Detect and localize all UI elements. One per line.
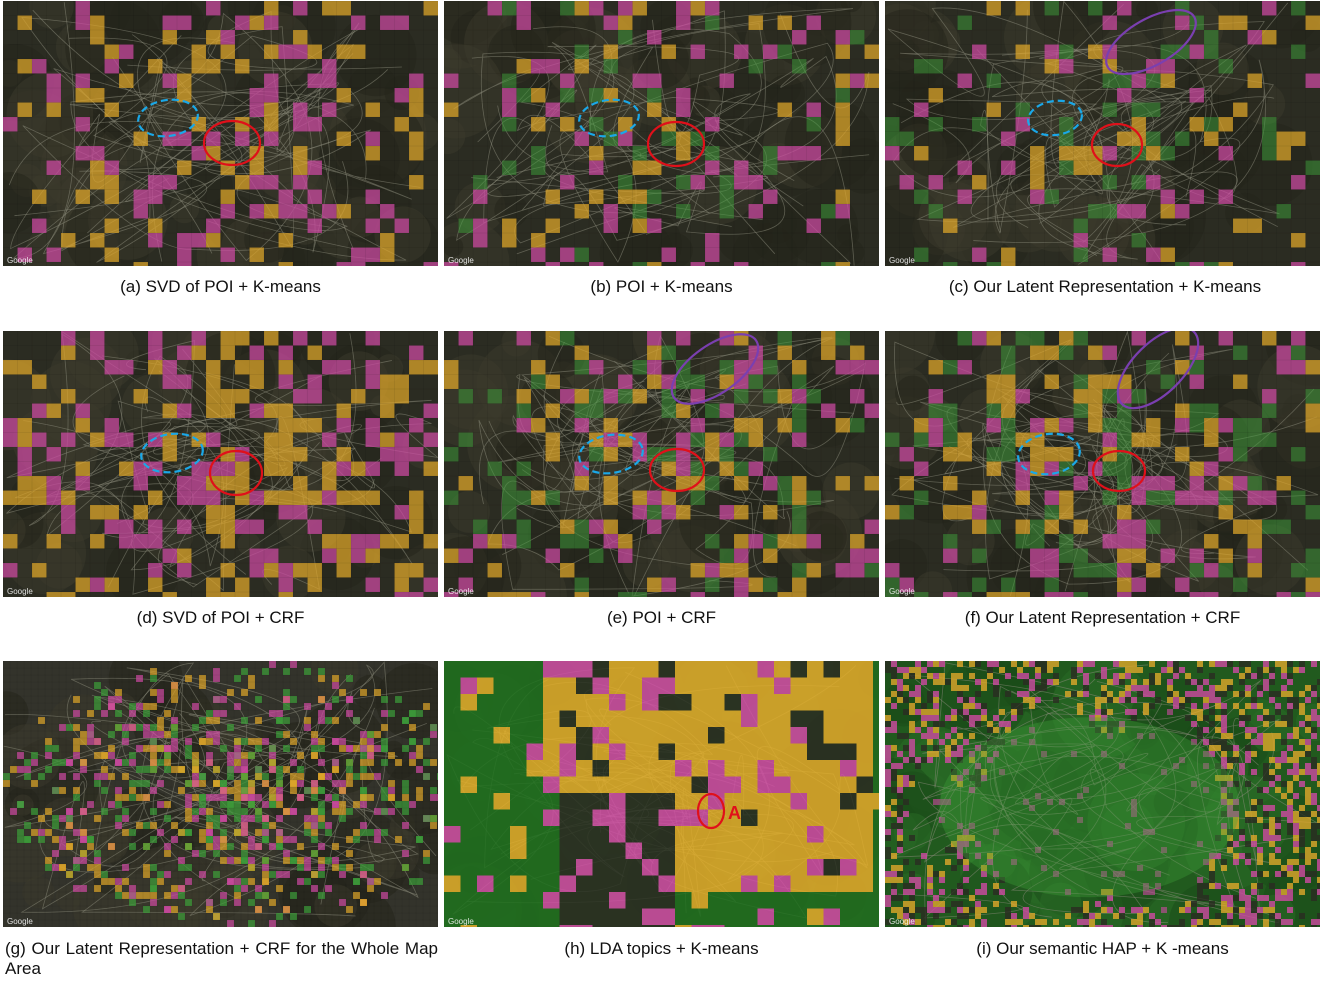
- map-panel-a: Google: [3, 1, 438, 266]
- red-circle-marker: [646, 120, 706, 168]
- google-watermark: Google: [448, 256, 474, 265]
- map-graphic: [885, 1, 1320, 266]
- google-watermark: Google: [889, 917, 915, 926]
- map-panel-g: Google: [3, 661, 438, 927]
- map-panel-c: Google: [885, 1, 1320, 266]
- purple-circle-marker: [1105, 8, 1197, 76]
- google-watermark: Google: [7, 587, 33, 596]
- map-graphic: A: [444, 661, 879, 927]
- red-circle-marker: [648, 447, 706, 493]
- red-circle-marker: [696, 792, 726, 830]
- caption-d: (d) SVD of POI + CRF: [136, 608, 305, 627]
- google-watermark: Google: [889, 256, 915, 265]
- purple-circle-marker: [670, 333, 760, 405]
- caption-b: (b) POI + K-means: [590, 277, 733, 296]
- map-graphic: [444, 331, 879, 597]
- google-watermark: Google: [7, 256, 33, 265]
- map-panel-i: Google: [885, 661, 1320, 927]
- map-graphic: [3, 331, 438, 597]
- purple-circle-marker: [1116, 331, 1200, 410]
- map-panel-e: Google: [444, 331, 879, 597]
- map-graphic: [3, 1, 438, 266]
- map-graphic: [885, 661, 1320, 927]
- caption-f: (f) Our Latent Representation + CRF: [964, 608, 1241, 627]
- map-panel-h: A Google: [444, 661, 879, 927]
- google-watermark: Google: [448, 917, 474, 926]
- map-panel-f: Google: [885, 331, 1320, 597]
- caption-g: (g) Our Latent Representation + CRF for …: [5, 939, 438, 978]
- caption-a: (a) SVD of POI + K-means: [120, 277, 321, 296]
- map-graphic: [885, 331, 1320, 597]
- caption-c: (c) Our Latent Representation + K-means: [948, 277, 1262, 296]
- caption-i: (i) Our semantic HAP + K -means: [976, 939, 1229, 958]
- red-circle-marker: [1091, 449, 1147, 493]
- blue-circle-marker: [1017, 432, 1081, 476]
- google-watermark: Google: [7, 917, 33, 926]
- red-circle-marker: [208, 449, 264, 497]
- map-graphic: [444, 1, 879, 266]
- caption-h: (h) LDA topics + K-means: [564, 939, 759, 958]
- map-panel-d: Google: [3, 331, 438, 597]
- red-circle-marker: [1090, 122, 1144, 168]
- blue-circle-marker: [578, 98, 640, 138]
- blue-circle-marker: [137, 98, 199, 138]
- map-graphic: [3, 661, 438, 927]
- marker-label-a: A: [728, 803, 741, 823]
- map-panel-b: Google: [444, 1, 879, 266]
- red-circle-marker: [202, 119, 262, 167]
- blue-circle-marker: [140, 432, 204, 474]
- google-watermark: Google: [889, 587, 915, 596]
- google-watermark: Google: [448, 587, 474, 596]
- caption-e: (e) POI + CRF: [606, 608, 717, 627]
